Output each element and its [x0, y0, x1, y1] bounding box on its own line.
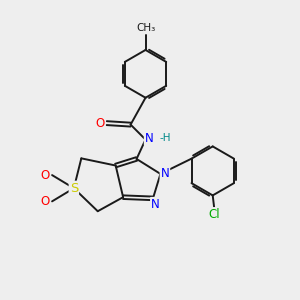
- Text: CH₃: CH₃: [136, 23, 155, 34]
- Text: S: S: [70, 182, 78, 195]
- Text: -H: -H: [159, 133, 171, 143]
- Text: O: O: [95, 117, 105, 130]
- Text: N: N: [160, 167, 169, 180]
- Text: N: N: [145, 132, 154, 145]
- Text: N: N: [151, 198, 160, 211]
- Text: O: O: [41, 195, 50, 208]
- Text: Cl: Cl: [208, 208, 220, 221]
- Text: O: O: [41, 169, 50, 182]
